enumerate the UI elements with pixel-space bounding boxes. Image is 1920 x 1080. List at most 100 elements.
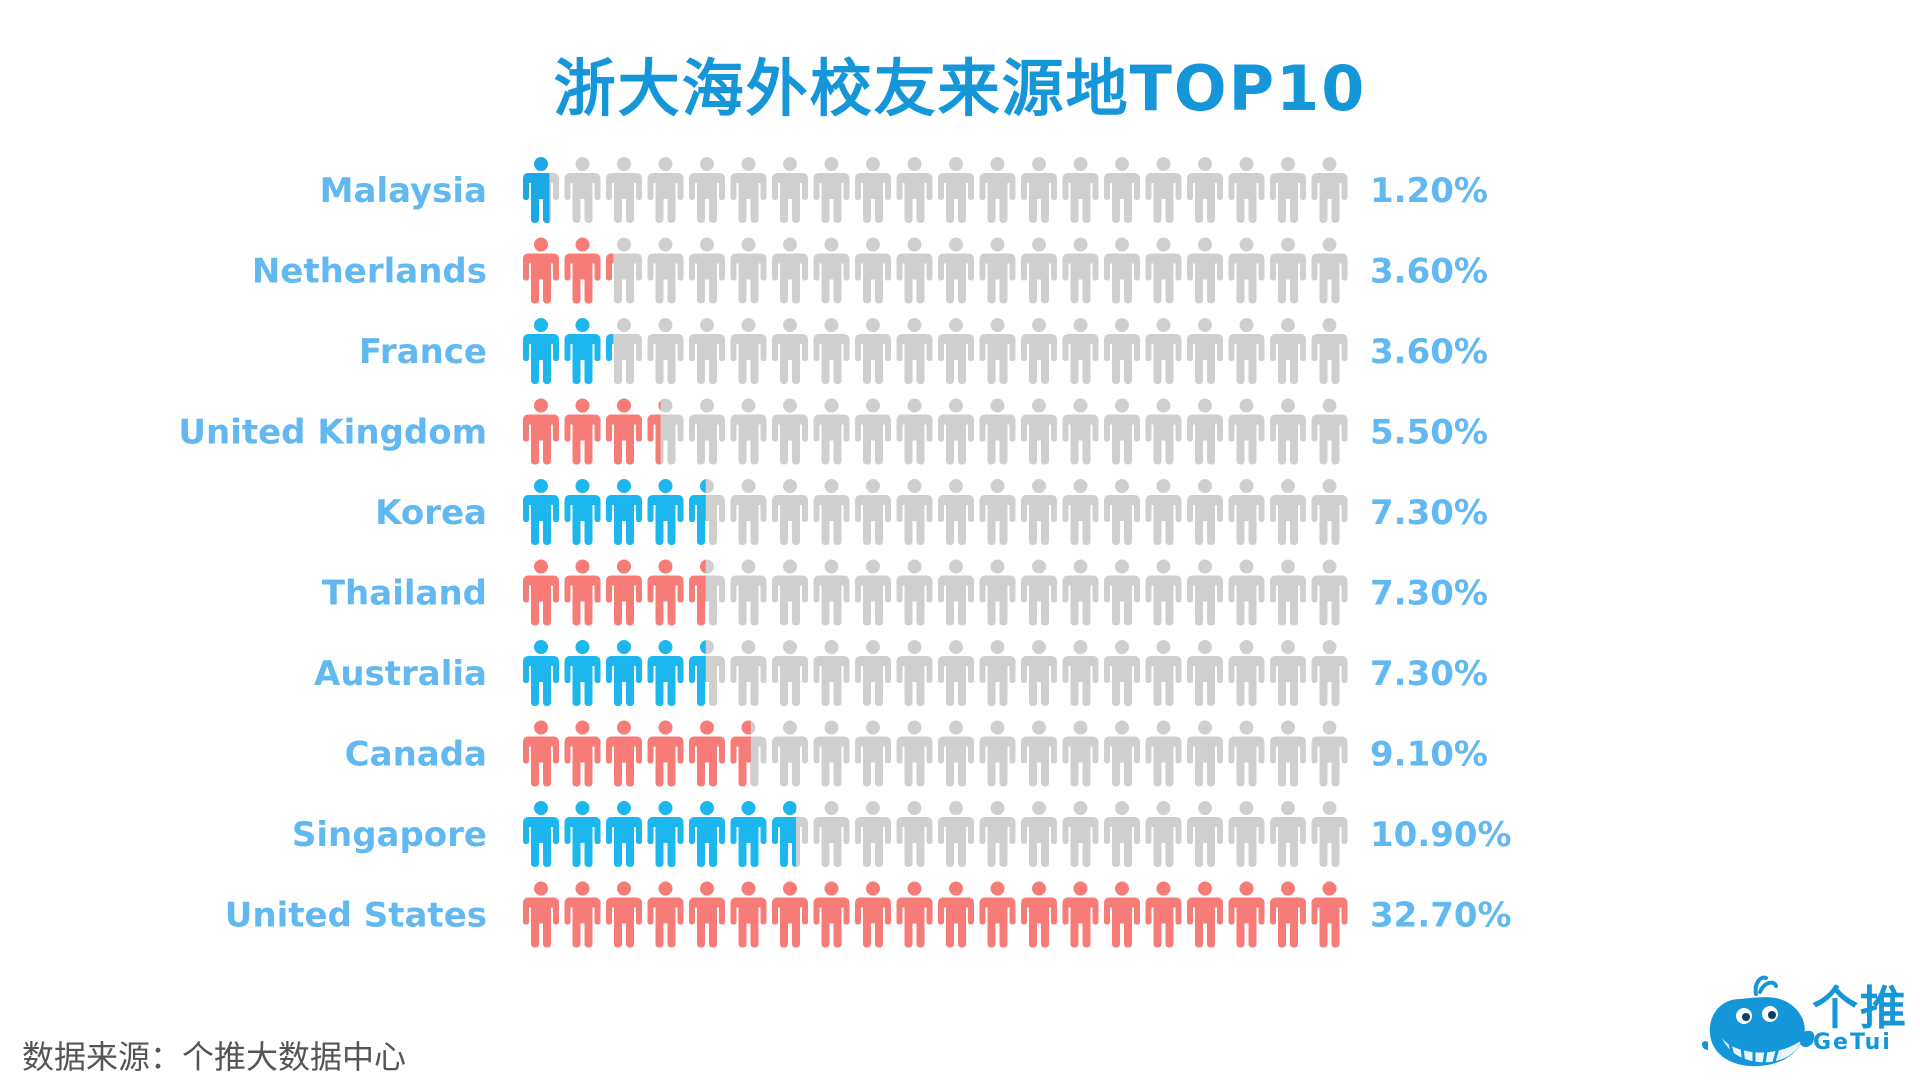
category-label: Singapore	[292, 815, 487, 855]
person-icon-fill	[523, 801, 559, 867]
person-icon	[1062, 237, 1099, 304]
person-icon	[1062, 720, 1099, 787]
person-icon	[606, 720, 642, 787]
person-icon	[938, 640, 974, 706]
person-icon-fill	[855, 881, 891, 948]
person-icon	[1311, 881, 1348, 948]
person-icon	[979, 479, 1016, 545]
person-icon	[938, 479, 974, 545]
person-icon	[730, 157, 767, 223]
person-icon	[979, 237, 1016, 304]
person-icon	[689, 237, 725, 304]
person-icon-fill	[564, 479, 601, 545]
person-icon-fill	[523, 720, 559, 787]
person-icon	[1062, 479, 1099, 545]
person-icon	[606, 479, 642, 545]
person-icon-fill	[689, 559, 706, 626]
person-icon	[1187, 559, 1223, 626]
person-icon-fill	[689, 801, 725, 867]
person-icon-fill	[1187, 881, 1223, 948]
person-icon-fill	[813, 881, 850, 948]
person-icon	[1228, 318, 1265, 384]
category-label: Korea	[375, 493, 487, 533]
person-icon	[1021, 479, 1057, 545]
person-icon	[689, 559, 725, 626]
person-icon	[523, 881, 559, 948]
person-icon	[979, 559, 1016, 626]
person-icon	[772, 157, 808, 223]
person-icon	[1145, 640, 1182, 706]
person-icon-fill	[647, 720, 684, 787]
person-icon	[730, 398, 767, 465]
person-icon	[979, 398, 1016, 465]
person-icon	[1311, 801, 1348, 867]
person-icon	[772, 881, 808, 948]
person-icon	[1187, 720, 1223, 787]
category-label: Australia	[314, 654, 487, 694]
person-icon	[813, 640, 850, 706]
person-icon-fill	[523, 157, 550, 223]
person-icon	[1270, 318, 1306, 384]
person-icon	[938, 720, 974, 787]
person-icon-fill	[564, 801, 601, 867]
person-icon	[813, 720, 850, 787]
person-icon	[938, 559, 974, 626]
person-icon	[689, 801, 725, 867]
person-icon	[689, 881, 725, 948]
category-label: Netherlands	[252, 252, 487, 292]
person-icon	[855, 720, 891, 787]
person-icon	[1187, 237, 1223, 304]
person-icon	[647, 157, 684, 223]
person-icon	[730, 559, 767, 626]
person-icon	[1104, 801, 1140, 867]
person-icon	[730, 640, 767, 706]
person-icon	[772, 479, 808, 545]
person-icon	[1021, 157, 1057, 223]
person-icon	[1311, 157, 1348, 223]
person-icon	[689, 398, 725, 465]
person-icon-fill	[730, 881, 767, 948]
person-icon	[1104, 237, 1140, 304]
person-icon	[606, 881, 642, 948]
person-icon-fill	[564, 398, 601, 465]
person-icon	[1021, 398, 1057, 465]
person-icon	[647, 398, 684, 465]
person-icon	[1311, 318, 1348, 384]
person-icon	[564, 318, 601, 384]
person-icon-fill	[772, 801, 796, 867]
person-icon-fill	[606, 640, 642, 706]
category-label: United Kingdom	[178, 413, 487, 453]
data-source-note: 数据来源：个推大数据中心	[22, 1038, 407, 1076]
person-icon	[772, 559, 808, 626]
person-icon-fill	[1145, 881, 1182, 948]
person-icon-fill	[1311, 881, 1348, 948]
person-icon	[938, 801, 974, 867]
category-label: France	[359, 332, 487, 372]
person-icon-fill	[938, 881, 974, 948]
person-icon	[1311, 398, 1348, 465]
person-icon	[813, 237, 850, 304]
person-icon	[772, 318, 808, 384]
logo-name-cn: 个推	[1812, 981, 1908, 1035]
person-icon	[523, 398, 559, 465]
category-label: Malaysia	[320, 171, 487, 211]
person-icon	[1104, 157, 1140, 223]
person-icon	[896, 318, 933, 384]
person-icon	[938, 318, 974, 384]
person-icon	[523, 479, 559, 545]
person-icon	[1187, 881, 1223, 948]
person-icon	[979, 881, 1016, 948]
person-icon-fill	[689, 720, 725, 787]
value-label: 7.30%	[1370, 654, 1488, 694]
person-icon	[1145, 801, 1182, 867]
person-icon	[1187, 157, 1223, 223]
person-icon-fill	[689, 881, 725, 948]
person-icon	[813, 801, 850, 867]
person-icon	[1187, 318, 1223, 384]
person-icon	[606, 237, 642, 304]
person-icon	[979, 157, 1016, 223]
person-icon	[772, 640, 808, 706]
value-label: 7.30%	[1370, 574, 1488, 614]
person-icon	[1228, 881, 1265, 948]
person-icon	[523, 318, 559, 384]
